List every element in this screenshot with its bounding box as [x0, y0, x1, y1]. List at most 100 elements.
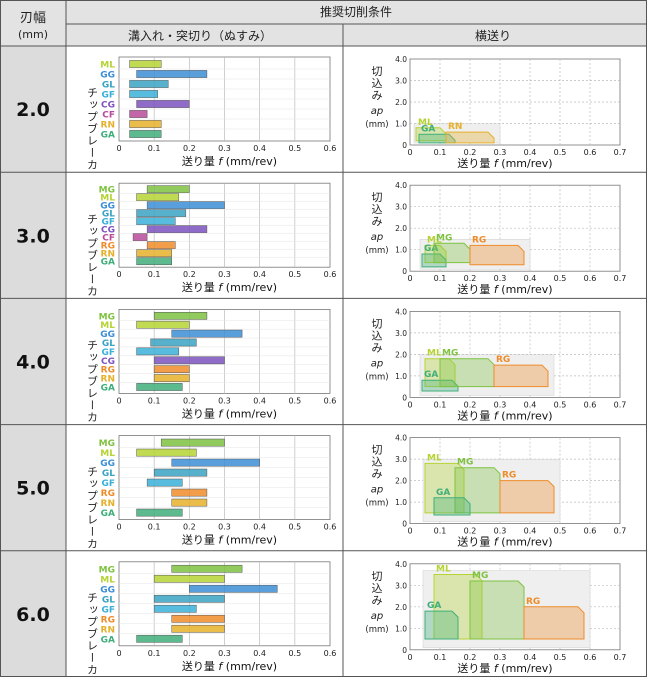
grooving-x-tick: 0.5	[288, 270, 301, 279]
turning-y-tick: 2.0	[395, 603, 407, 612]
turning-x-tick: 0.4	[524, 527, 537, 536]
range-bar-ML	[153, 574, 225, 583]
range-bar-CG	[146, 225, 208, 234]
turning-x-tick: 0.1	[434, 274, 447, 283]
range-bar-GG	[171, 458, 260, 467]
turning-y-label-unit: (mm)	[365, 246, 388, 256]
grooving-x-tick: 0	[116, 270, 121, 279]
turning-y-label-var: ap	[371, 358, 383, 369]
turning-y-tick: 3.0	[395, 77, 407, 86]
breaker-label-RG: RG	[101, 242, 115, 252]
range-bar-GL	[136, 209, 187, 218]
region-label-ML: ML	[418, 118, 433, 128]
grooving-x-tick: 0	[116, 649, 121, 658]
cutting-region-RG	[499, 480, 555, 514]
turning-y-tick: 4.0	[395, 55, 407, 64]
grooving-x-tick: 0.1	[148, 270, 161, 279]
breaker-label-ML: ML	[100, 321, 115, 331]
turning-x-axis-label: 送り量 f (mm/rev)	[457, 156, 552, 170]
turning-chart: 4.0 3.0 2.0 1.0 00 0.1 0.2 0.3 0.4 0.5 0.6 0.7 ML GA M…	[365, 307, 626, 422]
grooving-column-header: 溝入れ・突切り（ぬすみ）	[128, 28, 272, 43]
grooving-chart: 0 0.1 0.2 0.3 0.4 0.5 0.6 MGMLGGGLGFRGRNGAチップブレ…	[86, 561, 336, 676]
grooving-x-tick: 0.1	[148, 144, 161, 153]
grooving-chart: 0 0.1 0.2 0.3 0.4 0.5 0.6 MLGGGLGFCGCFRNGAチップブレ…	[86, 56, 337, 171]
turning-y-tick: 4.0	[395, 181, 407, 190]
grooving-x-tick: 0.5	[288, 523, 301, 532]
grooving-x-tick: 0.3	[218, 523, 231, 532]
grooving-x-tick: 0.4	[253, 649, 266, 658]
breaker-label-GL: GL	[102, 210, 115, 220]
turning-x-tick: 0.1	[434, 527, 447, 536]
turning-x-tick: 0.7	[614, 653, 627, 662]
cutting-region-MG	[469, 580, 525, 640]
turning-x-tick: 0.3	[494, 400, 507, 409]
grooving-x-tick: 0.6	[324, 144, 337, 153]
grooving-x-tick: 0.5	[288, 649, 301, 658]
breaker-label-GA: GA	[101, 383, 115, 393]
breaker-label-RG: RG	[101, 366, 115, 376]
turning-y-tick: 3.0	[395, 203, 407, 212]
range-bar-RG	[171, 488, 208, 497]
region-label-RG: RG	[526, 597, 540, 607]
region-label-GA: GA	[424, 244, 438, 254]
breaker-label-GA: GA	[101, 635, 115, 645]
turning-y-label-unit: (mm)	[365, 372, 388, 382]
grooving-x-tick: 0	[116, 396, 121, 405]
range-bar-GA	[129, 130, 162, 138]
range-bar-MG	[171, 564, 243, 573]
region-label-ML: ML	[427, 453, 442, 463]
turning-x-tick: 0.1	[434, 400, 447, 409]
grooving-x-tick: 0.3	[218, 270, 231, 279]
grooving-x-tick: 0.4	[253, 396, 266, 405]
turning-y-tick: 1.0	[395, 120, 407, 129]
region-label-MG: MG	[436, 233, 452, 243]
breaker-label-GG: GG	[100, 202, 115, 212]
turning-y-label-char: 込	[372, 77, 383, 90]
turning-x-tick: 0	[407, 653, 412, 662]
width-value: 4.0	[16, 352, 50, 374]
row-width-4.0: 4.00 0.1 0.2 0.3 0.4 0.5 0.6MGMLGGGLGFCGRGRNGA…	[16, 307, 626, 423]
row-width-5.0: 5.00 0.1 0.2 0.3 0.4 0.5 0.6MGMLGGGLGFRGRNGAチッ…	[16, 434, 626, 550]
breaker-label-GG: GG	[100, 330, 115, 340]
y-axis-label-chipbreaker: チップブレーカ	[86, 87, 99, 171]
turning-y-label-char: 切	[372, 191, 383, 204]
region-label-GA: GA	[427, 601, 441, 611]
breaker-label-GL: GL	[102, 595, 115, 605]
range-bar-RN	[171, 498, 208, 507]
turning-y-tick: 3.0	[395, 329, 407, 338]
range-bar-RG	[146, 241, 176, 250]
region-label-ML: ML	[427, 235, 442, 245]
grooving-x-tick: 0.4	[253, 523, 266, 532]
turning-x-axis-label: 送り量 f (mm/rev)	[457, 535, 552, 549]
region-label-MG: MG	[472, 571, 488, 581]
region-label-RG: RG	[502, 471, 516, 481]
range-bar-GF	[146, 478, 183, 487]
turning-x-tick: 0.6	[584, 527, 597, 536]
cutting-region-ML	[424, 462, 465, 514]
turning-y-tick: 2.0	[395, 477, 407, 486]
range-bar-GF	[153, 604, 197, 613]
breaker-label-ML: ML	[100, 194, 115, 204]
turning-x-tick: 0.7	[614, 400, 627, 409]
width-value: 6.0	[16, 604, 50, 626]
turning-x-tick: 0.4	[524, 148, 537, 157]
cutting-region-RG	[469, 244, 525, 266]
region-label-GA: GA	[421, 124, 435, 134]
turning-x-axis-label: 送り量 f (mm/rev)	[457, 408, 552, 422]
grooving-x-tick: 0.6	[324, 396, 337, 405]
range-bar-GA	[136, 257, 172, 266]
grooving-x-tick: 0.2	[183, 270, 196, 279]
turning-x-tick: 0.2	[464, 148, 477, 157]
cutting-region-RG	[493, 364, 549, 388]
range-bar-RN	[171, 624, 225, 633]
breaker-label-GG: GG	[100, 71, 115, 81]
grooving-x-tick: 0.1	[148, 523, 161, 532]
turning-y-label-var: ap	[371, 106, 383, 117]
range-bar-CG	[136, 100, 190, 108]
turning-x-tick: 0.5	[554, 274, 567, 283]
breaker-label-GF: GF	[101, 348, 115, 358]
row-width-6.0: 6.00 0.1 0.2 0.3 0.4 0.5 0.6MGMLGGGLGFRGRNGAチッ…	[16, 560, 626, 676]
width-column-background	[0, 46, 66, 677]
turning-y-tick: 4.0	[395, 560, 407, 569]
